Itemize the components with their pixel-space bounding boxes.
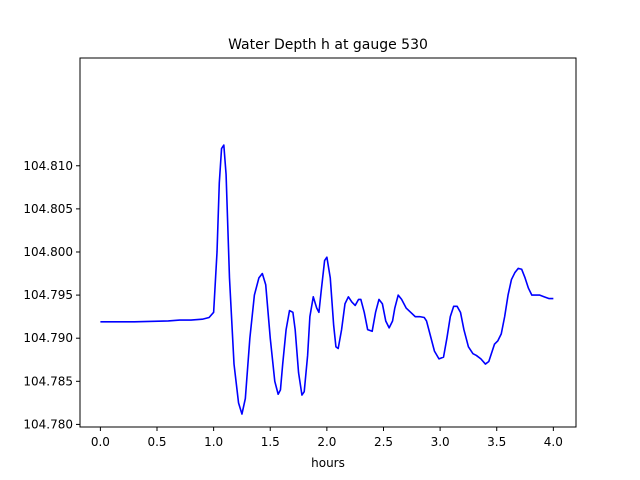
- y-tick-label: 104.790: [23, 331, 73, 345]
- x-axis-ticks: 0.0 0.5 1.0 1.5 2.0 2.5 3.0 3.5 4.0: [91, 427, 563, 449]
- x-axis-label: hours: [311, 456, 345, 470]
- y-tick-label: 104.800: [23, 245, 73, 259]
- y-tick-label: 104.780: [23, 417, 73, 431]
- y-tick-label: 104.805: [23, 202, 73, 216]
- y-axis-ticks: 104.780 104.785 104.790 104.795 104.800 104.8…: [23, 159, 80, 431]
- series-line-0: [100, 144, 554, 415]
- x-tick-label: 0.5: [147, 435, 166, 449]
- y-tick-label: 104.795: [23, 288, 73, 302]
- y-tick-label: 104.810: [23, 159, 73, 173]
- x-tick-label: 3.5: [487, 435, 506, 449]
- plot-area: [100, 144, 554, 415]
- x-tick-label: 2.5: [374, 435, 393, 449]
- x-tick-label: 1.5: [261, 435, 280, 449]
- axes-frame: [79, 57, 577, 428]
- x-tick-label: 2.0: [317, 435, 336, 449]
- y-tick-label: 104.785: [23, 374, 73, 388]
- x-tick-label: 0.0: [91, 435, 110, 449]
- x-tick-label: 4.0: [544, 435, 563, 449]
- x-tick-label: 1.0: [204, 435, 223, 449]
- x-tick-label: 3.0: [431, 435, 450, 449]
- chart-title: Water Depth h at gauge 530: [228, 37, 428, 53]
